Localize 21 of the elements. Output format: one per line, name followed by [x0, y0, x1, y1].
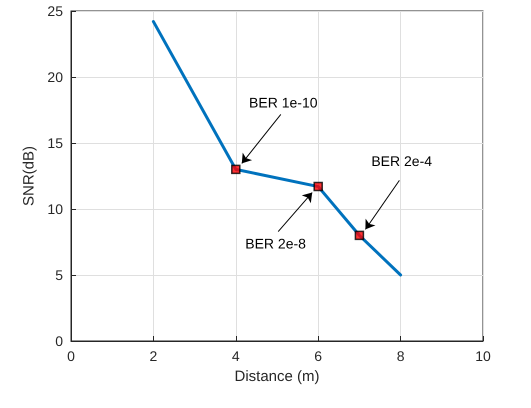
annotation: BER 1e-10 — [249, 94, 318, 110]
y-tick-label: 0 — [55, 333, 64, 349]
y-tick-label: 10 — [47, 201, 64, 217]
x-tick-label: 4 — [232, 348, 240, 364]
x-axis-title: Distance (m) — [234, 368, 320, 385]
y-tick-label: 20 — [47, 69, 64, 85]
x-tick-label: 10 — [475, 348, 491, 364]
line-series — [152, 20, 402, 276]
point — [231, 164, 241, 174]
x-tick-label: 8 — [396, 348, 405, 364]
y-tick-label: 15 — [47, 135, 64, 151]
point — [313, 182, 323, 192]
y-tick-label: 25 — [47, 3, 64, 19]
x-tick-label: 6 — [314, 348, 322, 364]
y-axis-title: SNR(dB) — [20, 146, 38, 206]
x-tick-label: 0 — [67, 348, 76, 364]
annotation: BER 2e-4 — [371, 153, 432, 170]
x-tick-label: 2 — [150, 348, 158, 364]
annotation: BER 2e-8 — [245, 236, 306, 252]
y-tick-label: 5 — [55, 267, 64, 283]
point — [354, 230, 364, 240]
